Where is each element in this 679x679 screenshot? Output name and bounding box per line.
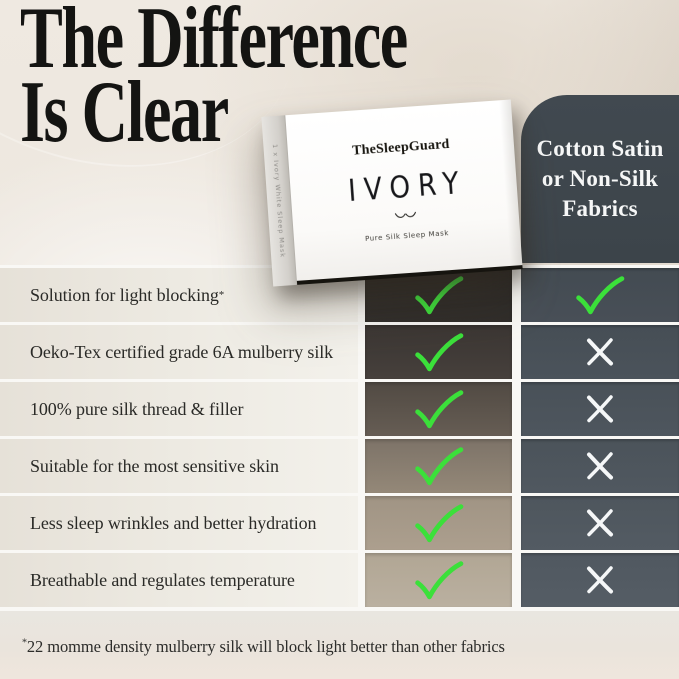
competitor-column-label: Cotton Satin or Non-Silk Fabrics (536, 136, 664, 221)
cross-icon (582, 334, 618, 370)
competitor-cell (521, 439, 679, 493)
product-cell (365, 553, 512, 607)
comparison-table: Solution for light blocking * Oeko-Tex ce… (0, 265, 679, 611)
page-title-line2: Is Clear (20, 64, 229, 161)
product-box-front: TheSleepGuard IVORY Pure Silk Sleep Mask (285, 99, 523, 285)
feature-label: Less sleep wrinkles and better hydration (0, 496, 358, 550)
check-icon (412, 332, 466, 373)
footnote-text: 22 momme density mulberry silk will bloc… (26, 637, 505, 656)
competitor-cell (521, 325, 679, 379)
page-title: The Difference Is Clear (20, 0, 408, 161)
table-row: Less sleep wrinkles and better hydration (0, 496, 679, 550)
footnote-marker: * (22, 637, 27, 649)
cross-icon (582, 448, 618, 484)
feature-text: Oeko-Tex certified grade 6A mulberry sil… (30, 341, 334, 362)
product-cell (365, 325, 512, 379)
cross-icon (582, 562, 618, 598)
feature-text: Less sleep wrinkles and better hydration (30, 512, 317, 533)
brand-logo: TheSleepGuard (351, 136, 451, 159)
product-cell (365, 382, 512, 436)
product-cell (365, 496, 512, 550)
competitor-column-header: Cotton Satin or Non-Silk Fabrics (521, 95, 679, 263)
page-title-line1: The Difference (20, 0, 408, 87)
check-icon (412, 560, 466, 601)
footnote: *22 momme density mulberry silk will blo… (22, 637, 505, 657)
check-icon (412, 503, 466, 544)
cross-icon (582, 505, 618, 541)
footnote-band: *22 momme density mulberry silk will blo… (0, 611, 679, 679)
feature-label: Oeko-Tex certified grade 6A mulberry sil… (0, 325, 358, 379)
product-name: IVORY (347, 165, 468, 209)
table-row: Breathable and regulates temperature (0, 553, 679, 607)
product-cell (365, 439, 512, 493)
table-row: Oeko-Tex certified grade 6A mulberry sil… (0, 325, 679, 379)
check-icon (412, 446, 466, 487)
competitor-cell (521, 268, 679, 322)
spine-text: 1 x Ivory White Sleep Mask (270, 143, 287, 259)
table-row: 100% pure silk thread & filler (0, 382, 679, 436)
closed-eyes-icon (394, 211, 416, 218)
check-icon (412, 389, 466, 430)
feature-label: Breathable and regulates temperature (0, 553, 358, 607)
competitor-cell (521, 382, 679, 436)
feature-text: 100% pure silk thread & filler (30, 398, 244, 419)
competitor-cell (521, 496, 679, 550)
feature-text: Breathable and regulates temperature (30, 569, 295, 590)
check-icon (412, 275, 466, 316)
table-row: Suitable for the most sensitive skin (0, 439, 679, 493)
competitor-cell (521, 553, 679, 607)
feature-text: Solution for light blocking (30, 284, 219, 305)
feature-label: 100% pure silk thread & filler (0, 382, 358, 436)
product-box: 1 x Ivory White Sleep Mask TheSleepGuard… (261, 99, 523, 287)
feature-text: Suitable for the most sensitive skin (30, 455, 279, 476)
check-icon (573, 275, 627, 316)
product-subtitle: Pure Silk Sleep Mask (364, 229, 450, 243)
cross-icon (582, 391, 618, 427)
feature-label: Suitable for the most sensitive skin (0, 439, 358, 493)
